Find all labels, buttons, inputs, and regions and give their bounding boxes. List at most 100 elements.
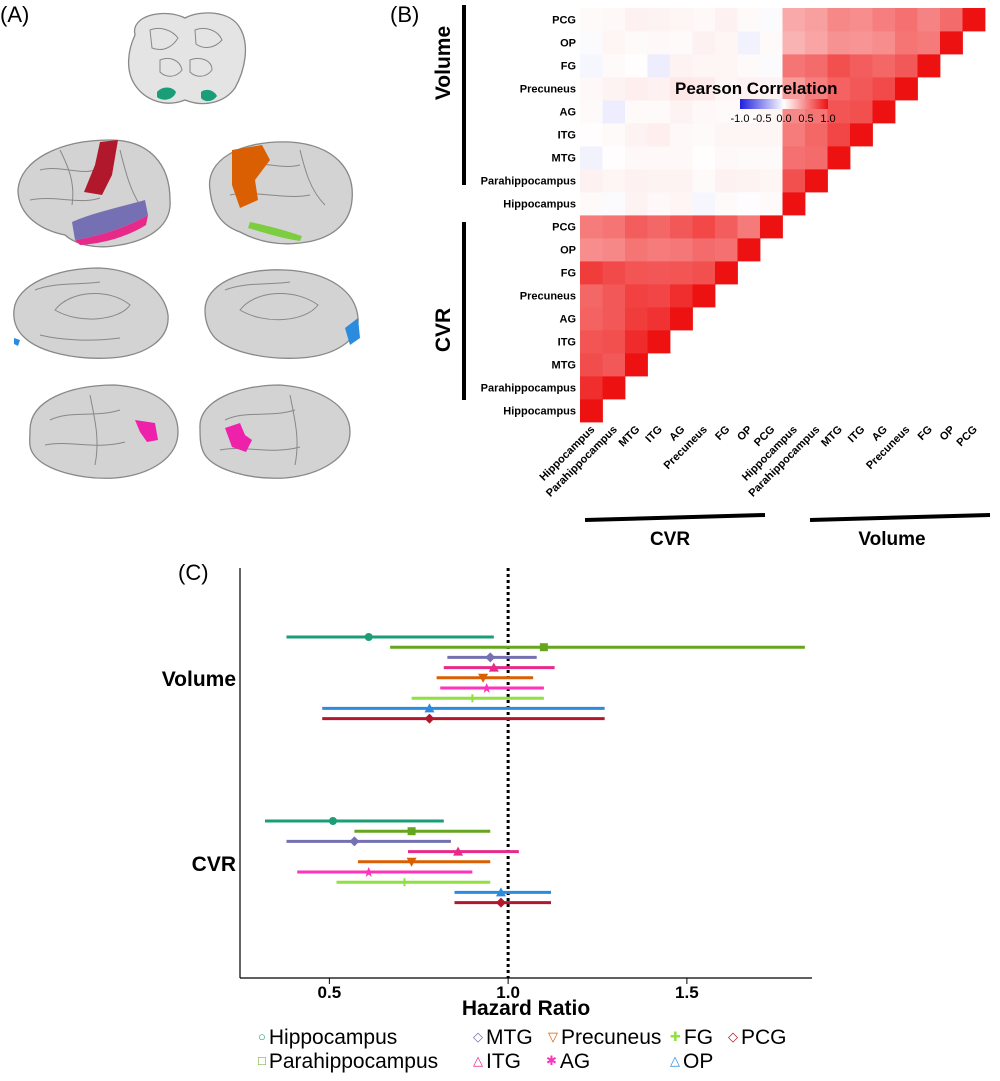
heatmap-cell: [850, 77, 873, 101]
heatmap-cell: [737, 31, 761, 55]
heatmap-cell: [962, 8, 986, 32]
heatmap-cell: [782, 77, 806, 101]
heatmap-cell: [580, 100, 603, 124]
heatmap-cell: [670, 238, 693, 262]
legend-label: Parahippocampus: [268, 1050, 439, 1073]
forest-point-marker: [495, 897, 506, 908]
heatmap-cell: [625, 261, 648, 285]
ag-right-region: [225, 423, 252, 452]
heatmap-cell: [692, 54, 716, 78]
heatmap-cell: [602, 261, 626, 285]
heatmap-row-label: ITG: [558, 337, 576, 349]
forest-point-marker: [539, 643, 548, 652]
legend-label: FG: [683, 1026, 714, 1049]
heatmap-cell: [602, 307, 626, 331]
heatmap-row-labels: PCG OP FG Precuneus AG ITG MTG Parahippocampus H…: [481, 15, 576, 418]
fg-region: [248, 222, 302, 241]
heatmap-cell: [760, 31, 783, 55]
heatmap-cell: [872, 77, 896, 101]
heatmap-cell: [827, 123, 851, 147]
heatmap-cell: [692, 146, 716, 170]
forest-point-marker: [406, 857, 417, 867]
heatmap-cell: [625, 353, 648, 377]
heatmap-cell: [872, 8, 896, 32]
heatmap-cell: [580, 353, 603, 377]
legend-marker-icon: △: [473, 1053, 483, 1068]
heatmap-cell: [692, 238, 716, 262]
legend-marker-icon: ▽: [548, 1029, 558, 1044]
heatmap-cell: [782, 146, 806, 170]
heatmap-cell: [625, 100, 648, 124]
colorbar-tick-label: -0.5: [753, 113, 772, 125]
heatmap-cell: [670, 169, 693, 193]
heatmap-cell: [625, 77, 648, 101]
heatmap-cell: [647, 146, 671, 170]
heatmap-cell: [872, 54, 896, 78]
heatmap-cell: [692, 215, 716, 239]
heatmap-row-label: Precuneus: [520, 84, 576, 96]
heatmap-cell: [760, 192, 783, 216]
colorbar-tick-label: 0.0: [776, 113, 791, 125]
heatmap-cell: [805, 146, 828, 170]
heatmap-cell: [580, 192, 603, 216]
heatmap-cell: [715, 192, 738, 216]
heatmap-row-label: Parahippocampus: [481, 383, 576, 395]
heatmap-cell: [715, 261, 738, 285]
legend-item: △ OP: [670, 1050, 713, 1074]
heatmap-cell: [805, 54, 828, 78]
heatmap-cell: [895, 31, 918, 55]
heatmap-cell: [602, 376, 626, 400]
heatmap-cell: [602, 238, 626, 262]
heatmap-col-label: ITG: [643, 424, 664, 445]
heatmap-cell: [940, 31, 963, 55]
heatmap-cell: [647, 330, 671, 354]
heatmap-cell: [827, 146, 851, 170]
heatmap-cell: [625, 330, 648, 354]
heatmap-cell: [715, 215, 738, 239]
heatmap-cell: [670, 31, 693, 55]
heatmap-cell: [647, 123, 671, 147]
heatmap-row-label: AG: [560, 107, 577, 119]
pcg-region: [84, 140, 118, 195]
x-tick-label: 1.5: [675, 983, 699, 1002]
group-label-volume: Volume: [162, 668, 236, 691]
heatmap-cell: [647, 215, 671, 239]
forest-point-marker: [488, 662, 499, 672]
heatmap-cell: [602, 284, 626, 308]
row-group-label-cvr: CVR: [432, 308, 455, 352]
heatmap-cell: [692, 100, 716, 124]
forest-point-marker: [349, 836, 360, 847]
heatmap-cell: [827, 54, 851, 78]
heatmap-cell: [760, 123, 783, 147]
legend-item: □ Parahippocampus: [258, 1050, 438, 1074]
heatmap-cell: [670, 307, 693, 331]
heatmap-cell: [670, 284, 693, 308]
legend-marker-icon: ◇: [728, 1029, 738, 1044]
forest-point-marker: [481, 683, 492, 693]
heatmap-cell: [625, 192, 648, 216]
heatmap-cell: [580, 169, 603, 193]
heatmap-cell: [782, 31, 806, 55]
heatmap-cell: [625, 284, 648, 308]
heatmap-cell: [692, 8, 716, 32]
heatmap-cell: [670, 77, 693, 101]
heatmap-row-label: Hippocampus: [503, 199, 576, 211]
heatmap-cell: [872, 31, 896, 55]
legend-marker-icon: ✚: [670, 1029, 681, 1044]
forest-point-marker: [424, 703, 435, 713]
heatmap-cell: [827, 100, 851, 124]
heatmap-cell: [715, 238, 738, 262]
heatmap-cell: [602, 31, 626, 55]
forest-intervals: [265, 633, 805, 908]
heatmap-row-label: OP: [560, 245, 576, 257]
heatmap-col-label: MTG: [819, 424, 845, 450]
heatmap-cell: [580, 77, 603, 101]
legend-label: Hippocampus: [268, 1026, 398, 1049]
heatmap-cell: [580, 307, 603, 331]
heatmap-cell: [580, 8, 603, 32]
legend-item: ◇ PCG: [728, 1026, 787, 1050]
forest-point-marker: [400, 878, 409, 887]
heatmap-cell: [782, 169, 806, 193]
forest-point-marker: [453, 846, 464, 856]
